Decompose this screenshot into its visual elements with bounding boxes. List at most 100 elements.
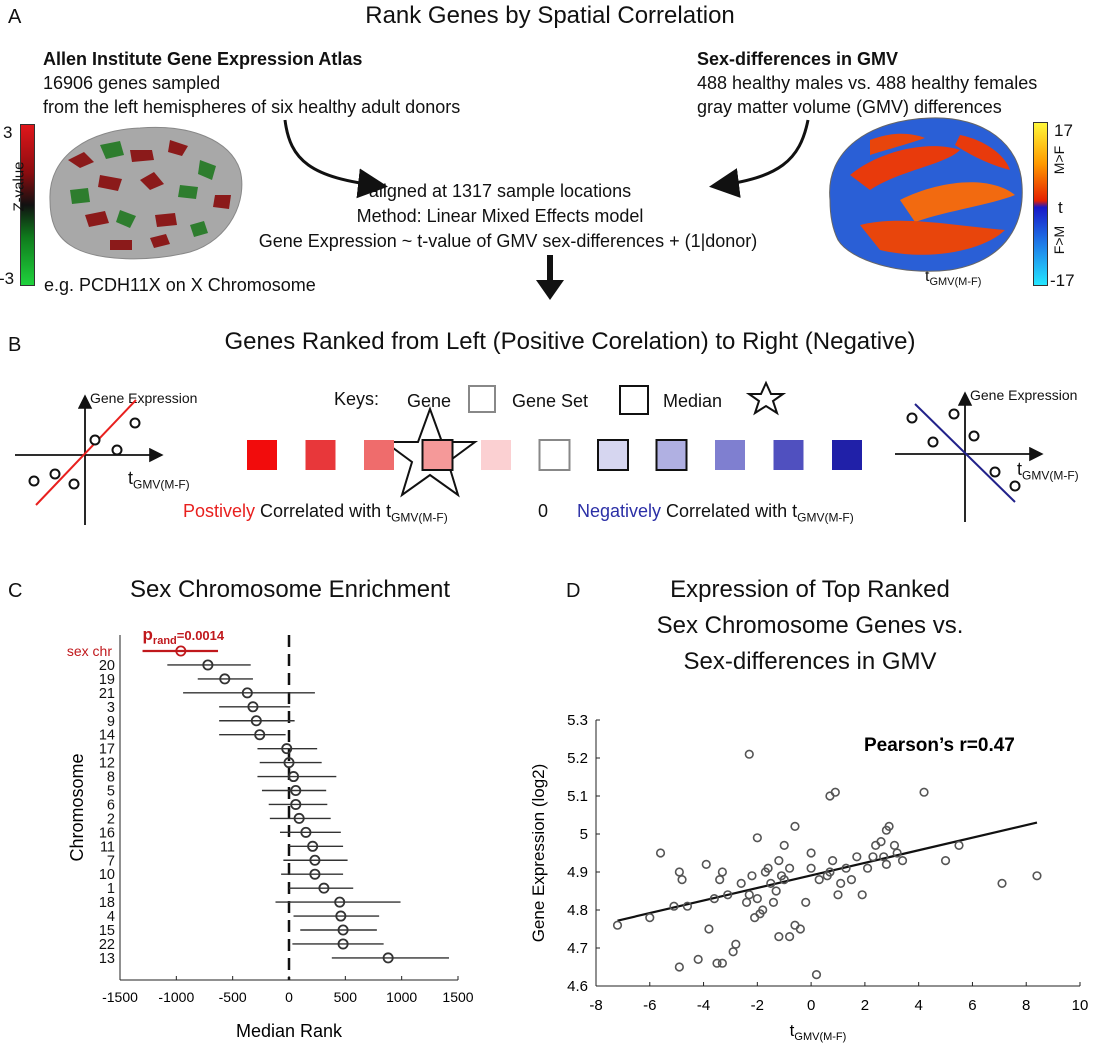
data-point xyxy=(841,863,851,873)
y-tick-label: 5 xyxy=(580,826,588,843)
y-tick-label: 4.8 xyxy=(567,902,588,919)
data-point xyxy=(674,867,684,877)
median-point xyxy=(250,715,262,727)
data-point xyxy=(940,856,951,866)
data-point xyxy=(750,913,760,923)
data-point xyxy=(814,875,824,885)
rank-square xyxy=(715,440,745,470)
t-bar-mid: t xyxy=(1058,198,1063,217)
x-tick-label: 1500 xyxy=(442,989,473,1005)
median-point xyxy=(307,840,319,852)
x-tick-label: -500 xyxy=(219,989,247,1005)
median-point xyxy=(335,910,347,922)
data-point xyxy=(612,920,623,930)
category-label: 8 xyxy=(107,770,115,786)
rank-square xyxy=(247,440,277,470)
median-point xyxy=(300,826,312,838)
key-median-star xyxy=(745,380,787,416)
data-point xyxy=(846,875,857,885)
median-point xyxy=(241,687,253,699)
z-value-colorbar xyxy=(20,124,35,286)
data-point xyxy=(836,878,846,888)
key-median-label: Median xyxy=(663,391,723,411)
data-point xyxy=(825,791,835,801)
key-geneset-label: Gene Set xyxy=(512,391,589,411)
data-point xyxy=(736,878,746,888)
y-tick-label: 5.3 xyxy=(567,712,588,729)
data-point xyxy=(897,856,908,866)
data-point xyxy=(677,875,687,885)
median-point xyxy=(309,868,321,880)
median-point xyxy=(309,854,321,866)
median-point xyxy=(288,771,300,783)
x-tick-label: -6 xyxy=(643,997,656,1014)
data-point xyxy=(806,848,816,858)
data-point xyxy=(919,787,929,797)
category-label: 4 xyxy=(107,909,115,925)
data-point xyxy=(785,863,795,873)
category-label: 19 xyxy=(99,672,115,688)
t-bar-max: 17 xyxy=(1054,121,1073,140)
median-point xyxy=(281,743,293,755)
key-gene-label: Gene xyxy=(407,391,452,411)
right-mini-plot xyxy=(895,391,1044,522)
panel-d-title-1: Expression of Top Ranked xyxy=(670,576,950,603)
pearson-annotation: Pearson’s r=0.47 xyxy=(864,735,1015,756)
median-point xyxy=(337,924,349,936)
data-point xyxy=(674,962,684,972)
method-line2: Method: Linear Mixed Effects model xyxy=(356,206,644,226)
y-axis-label: Chromosome xyxy=(67,753,87,861)
x-tick-label: -4 xyxy=(697,997,710,1014)
x-tick-label: 6 xyxy=(968,997,976,1014)
panel-d-label: D xyxy=(566,580,581,602)
x-axis-label: Median Rank xyxy=(236,1021,343,1041)
allen-atlas-title: Allen Institute Gene Expression Atlas xyxy=(43,49,363,69)
negative-correlated-text: Negatively Correlated with tGMV(M-F) xyxy=(577,501,854,525)
category-label: 12 xyxy=(99,756,115,772)
data-point xyxy=(785,932,795,942)
data-point xyxy=(852,852,862,862)
positive-correlated-text: Postively Correlated with tGMV(M-F) xyxy=(183,501,448,525)
data-point xyxy=(879,852,889,862)
data-point xyxy=(715,875,725,885)
data-point xyxy=(669,901,679,911)
median-point xyxy=(219,673,231,685)
category-label: 21 xyxy=(99,686,115,702)
down-arrow-head xyxy=(536,280,564,300)
z-bar-min: -3 xyxy=(0,269,15,288)
left-axis-label: Gene Expression xyxy=(90,390,198,406)
data-point xyxy=(747,871,757,881)
x-tick-label: 10 xyxy=(1072,997,1089,1014)
panel-b-label: B xyxy=(8,334,22,356)
t-value-colorbar xyxy=(1033,122,1048,286)
data-point xyxy=(779,875,789,885)
category-label: 15 xyxy=(99,923,115,939)
x-tick-label: 8 xyxy=(1022,997,1030,1014)
median-point xyxy=(290,784,302,796)
data-point xyxy=(701,859,711,869)
data-point xyxy=(889,840,900,850)
data-point xyxy=(954,840,964,850)
x-tick-label: 4 xyxy=(914,997,922,1014)
left-curved-arrow xyxy=(283,119,388,199)
left-mini-plot xyxy=(15,394,164,525)
data-point xyxy=(774,856,784,866)
data-point xyxy=(655,848,666,858)
allen-atlas-line1: 16906 genes sampled xyxy=(43,73,221,93)
rank-square xyxy=(832,440,862,470)
method-line1: aligned at 1317 sample locations xyxy=(368,181,632,201)
median-point xyxy=(318,882,330,894)
x-tick-label: 1000 xyxy=(386,989,417,1005)
data-point xyxy=(828,856,838,866)
data-point xyxy=(766,878,776,888)
category-label: 7 xyxy=(107,853,115,869)
data-point xyxy=(892,848,902,858)
data-point xyxy=(744,890,754,900)
data-point xyxy=(731,939,741,949)
median-point xyxy=(293,812,305,824)
data-point xyxy=(1032,871,1042,881)
x-tick-label: 0 xyxy=(807,997,815,1014)
data-point xyxy=(709,894,719,904)
median-point xyxy=(247,701,259,713)
right-brain-image xyxy=(829,117,1023,272)
